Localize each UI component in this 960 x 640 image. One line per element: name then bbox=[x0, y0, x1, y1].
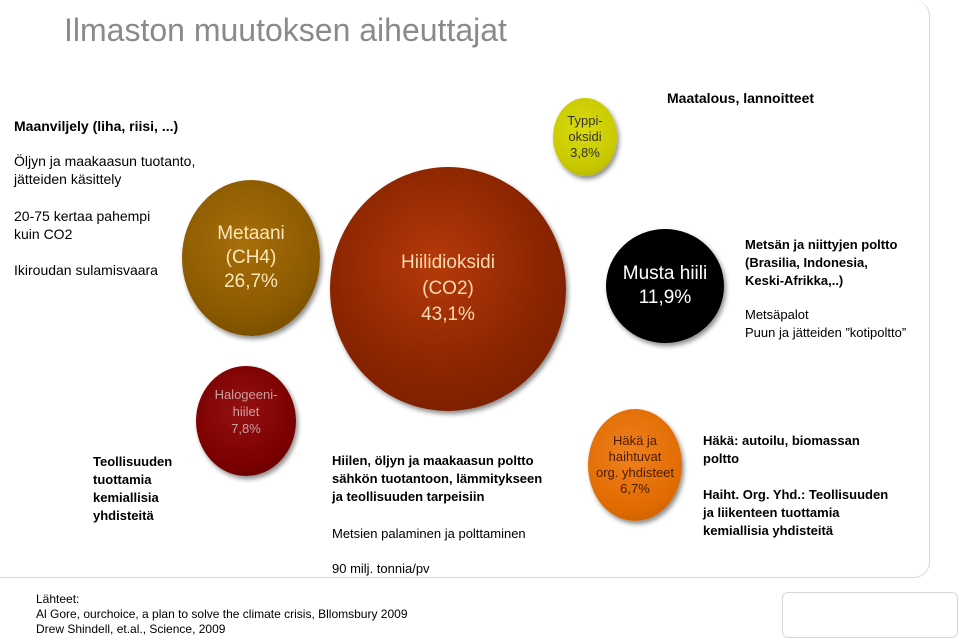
label-metsan-2: (Brasilia, Indonesia, bbox=[745, 255, 868, 270]
bubble-black-carbon: Musta hiili 11,9% bbox=[606, 229, 724, 343]
sources-heading: Lähteet: bbox=[36, 592, 80, 606]
label-metsapalot: Metsäpalot bbox=[745, 307, 809, 322]
label-metsan-3: Keski-Afrikka,..) bbox=[745, 273, 844, 288]
label-haka-2: poltto bbox=[703, 451, 740, 466]
bubble-ch4: Metaani (CH4) 26,7% bbox=[182, 180, 320, 336]
label-metsan-1: Metsän ja niittyjen poltto bbox=[745, 237, 898, 252]
slide-frame bbox=[0, 0, 930, 578]
label-kertaa-2: kuin CO2 bbox=[14, 226, 73, 242]
bubble-co-voc: Häkä ja haihtuvat org. yhdisteet 6,7% bbox=[588, 409, 682, 521]
label-kertaa-1: 20-75 kertaa pahempi bbox=[14, 208, 151, 224]
label-hiilen-1: Hiilen, öljyn ja maakaasun poltto bbox=[332, 453, 534, 468]
halocarbons-line-3: 7,8% bbox=[231, 421, 261, 436]
nox-line-2: oksidi bbox=[568, 129, 602, 144]
label-oljyn-1: Öljyn ja maakaasun tuotanto, bbox=[14, 153, 196, 169]
source-item: Drew Shindell, et.al., Science, 2009 bbox=[36, 622, 226, 636]
label-teoll-2: tuottamia bbox=[93, 472, 152, 487]
label-teoll-3: kemiallisia bbox=[93, 490, 159, 505]
slide-title: Ilmaston muutoksen aiheuttajat bbox=[64, 12, 507, 48]
ch4-line-3: 26,7% bbox=[224, 271, 278, 292]
label-hiilen-2: sähkön tuotantoon, lämmitykseen bbox=[332, 471, 543, 486]
bubble-halocarbons: Halogeeni- hiilet 7,8% bbox=[196, 366, 296, 476]
co-voc-line-3: org. yhdisteet bbox=[595, 465, 675, 480]
co-voc-line-2: haihtuvat bbox=[608, 449, 662, 464]
label-haiht-3: kemiallisia yhdisteitä bbox=[703, 523, 834, 538]
label-ikiroudan: Ikiroudan sulamisvaara bbox=[14, 262, 158, 278]
nox-line-1: Typpi- bbox=[567, 113, 603, 128]
label-teoll-4: yhdisteitä bbox=[93, 508, 154, 523]
label-milj: 90 milj. tonnia/pv bbox=[332, 561, 430, 576]
label-haiht-2: ja liikenteen tuottamia bbox=[703, 505, 840, 520]
label-puun: Puun ja jätteiden ”kotipoltto” bbox=[745, 325, 907, 340]
co2-line-2: (CO2) bbox=[422, 278, 474, 299]
source-item: Al Gore, ourchoice, a plan to solve the … bbox=[36, 607, 408, 621]
corner-box bbox=[782, 592, 958, 638]
label-oljyn-2: jätteiden käsittely bbox=[14, 171, 122, 187]
bubble-nox: Typpi- oksidi 3,8% bbox=[553, 98, 617, 176]
label-metsien: Metsien palaminen ja polttaminen bbox=[332, 526, 526, 541]
label-maanviljely: Maanviljely (liha, riisi, ...) bbox=[14, 118, 179, 134]
halocarbons-line-1: Halogeeni- bbox=[214, 387, 278, 402]
label-teoll-1: Teollisuuden bbox=[93, 454, 173, 469]
black-carbon-line-1: Musta hiili bbox=[622, 263, 708, 284]
ch4-line-1: Metaani bbox=[217, 223, 285, 244]
co2-line-3: 43,1% bbox=[421, 304, 475, 325]
co-voc-line-1: Häkä ja bbox=[612, 433, 658, 448]
co2-line-1: Hiilidioksidi bbox=[401, 252, 495, 273]
nox-line-3: 3,8% bbox=[570, 145, 600, 160]
co-voc-line-4: 6,7% bbox=[620, 481, 650, 496]
label-maatalous: Maatalous, lannoitteet bbox=[667, 90, 815, 106]
black-carbon-line-2: 11,9% bbox=[638, 287, 692, 308]
ch4-line-2: (CH4) bbox=[225, 247, 277, 268]
label-haka-1: Häkä: autoilu, biomassan bbox=[703, 433, 860, 448]
halocarbons-line-2: hiilet bbox=[232, 404, 260, 419]
label-hiilen-3: ja teollisuuden tarpeisiin bbox=[332, 489, 485, 504]
bubble-co2: Hiilidioksidi (CO2) 43,1% bbox=[330, 167, 566, 411]
label-haiht-1: Haiht. Org. Yhd.: Teollisuuden bbox=[703, 487, 889, 502]
